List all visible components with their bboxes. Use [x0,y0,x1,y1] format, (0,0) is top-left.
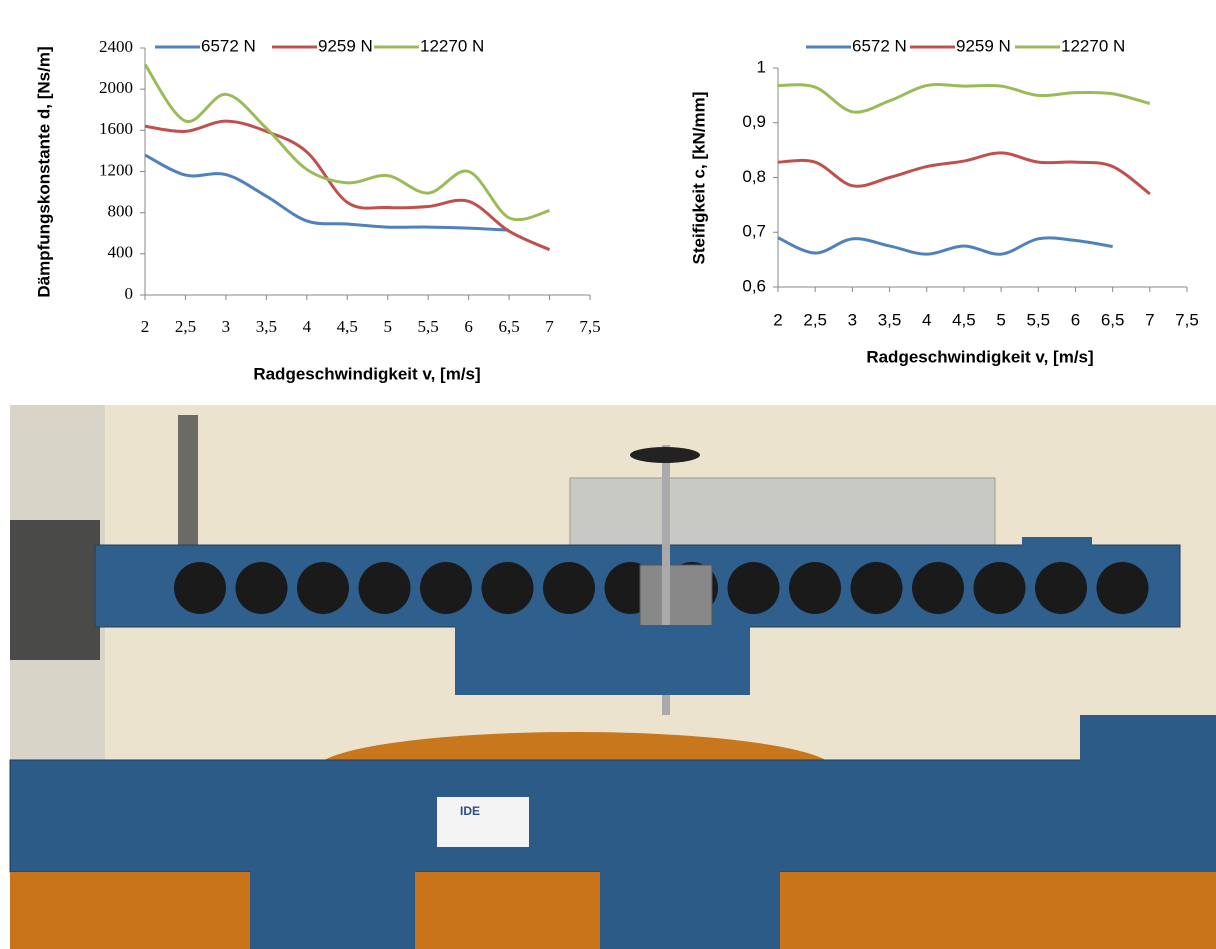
beam-hole [174,562,226,614]
x-tick-label: 3 [222,317,231,336]
y-tick-label: 0,7 [742,222,766,241]
sign [437,797,529,847]
x-tick-label: 2 [141,317,150,336]
beam-hole [543,562,595,614]
photo: IDE [10,405,1216,949]
chart: 0,6 0,7 0,8 0,9 1 2 2,5 3 3,5 4 4,5 5 5,5 6 6,5 7 7,5 Ste… [689,36,1198,366]
y-tick-label: 0 [125,284,134,303]
x-tick-label: 5 [383,317,392,336]
beam-hole [912,562,964,614]
beam-hole [851,562,903,614]
y-tick-label: 800 [108,202,134,221]
page: IDE 0 400 800 1200 1600 2000 2400 2 2,5 3 3,5 4 4,5 5… [0,0,1216,949]
bracket [1022,537,1092,557]
x-tick-label: 5,5 [1026,310,1050,329]
legend-label: 12270 N [420,36,484,55]
x-tick-label: 4,5 [952,310,976,329]
x-tick-label: 5 [996,310,1005,329]
beam-hole [789,562,841,614]
x-tick-label: 2,5 [803,310,827,329]
spindle [178,415,198,565]
y-tick-label: 400 [108,243,134,262]
x-tick-label: 4 [922,310,931,329]
chart: 0 400 800 1200 1600 2000 2400 2 2,5 3 3,5 4 4,5 5 5,5 6… [34,36,600,383]
lower-beam [10,760,1216,872]
sign-text: IDE [460,804,480,818]
x-axis-label: Radgeschwindigkeit v, [m/s] [253,364,480,383]
beam-hole [974,562,1026,614]
y-axis-label: Steifigkeit c, [kN/mm] [689,92,708,265]
legend-label: 6572 N [852,36,907,55]
x-tick-label: 2,5 [175,317,196,336]
handwheel [630,447,700,463]
beam-hole [236,562,288,614]
legend-label: 9259 N [318,36,373,55]
y-tick-label: 1600 [99,119,133,138]
series-line [778,85,1150,113]
y-tick-label: 0,8 [742,167,766,186]
y-tick-label: 2400 [99,37,133,56]
y-axis-label: Dämpfungskonstante d, [Ns/m] [34,46,53,297]
y-tick-label: 1 [757,57,766,76]
series-line [145,155,509,230]
x-tick-label: 4 [303,317,312,336]
foot [600,870,780,949]
x-tick-label: 2 [773,310,782,329]
legend-label: 9259 N [956,36,1011,55]
x-tick-label: 7,5 [1175,310,1199,329]
legend-label: 6572 N [201,36,256,55]
beam-hole [359,562,411,614]
x-tick-label: 4,5 [337,317,358,336]
machine-left [10,520,100,660]
x-tick-label: 6,5 [498,317,519,336]
x-tick-label: 6,5 [1101,310,1125,329]
y-tick-label: 1200 [99,160,133,179]
beam-hole [1097,562,1149,614]
x-tick-label: 7 [545,317,554,336]
x-tick-label: 5,5 [418,317,439,336]
x-tick-label: 3,5 [256,317,277,336]
series-line [778,238,1113,255]
x-tick-label: 6 [464,317,473,336]
x-tick-label: 3,5 [878,310,902,329]
beam-hole [297,562,349,614]
y-tick-label: 0,9 [742,112,766,131]
beam-hole [728,562,780,614]
beam-hole [482,562,534,614]
series-line [778,153,1150,194]
hub [455,625,750,695]
x-tick-label: 6 [1071,310,1080,329]
x-tick-label: 7 [1145,310,1154,329]
beam-hole [420,562,472,614]
x-tick-label: 7,5 [579,317,600,336]
beam-hole [1035,562,1087,614]
legend-label: 12270 N [1061,36,1125,55]
x-tick-label: 3 [848,310,857,329]
x-axis-label: Radgeschwindigkeit v, [m/s] [866,347,1093,366]
y-tick-label: 2000 [99,78,133,97]
series-line [145,64,550,219]
y-tick-label: 0,6 [742,276,766,295]
foot [250,870,415,949]
